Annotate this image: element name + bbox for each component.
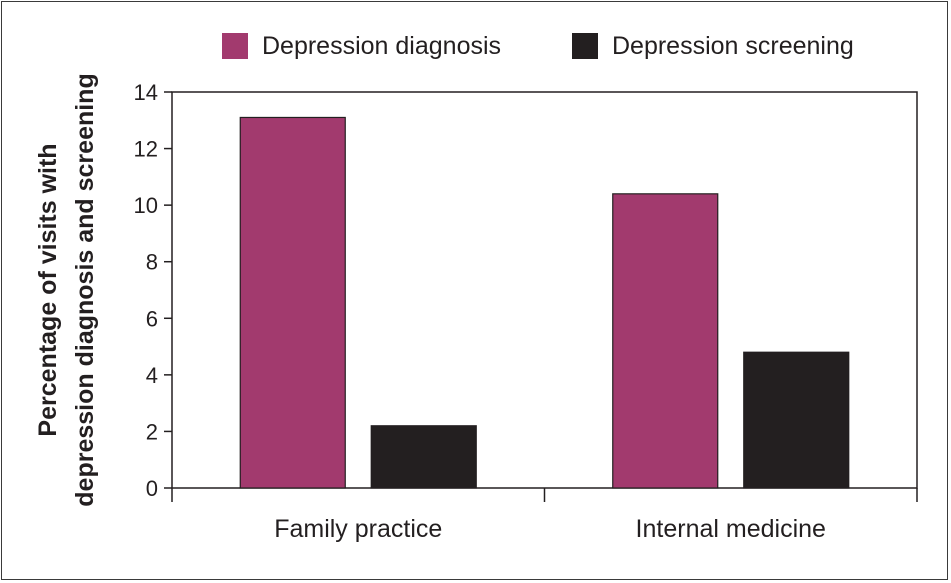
y-tick-label: 8 bbox=[146, 250, 158, 275]
bars bbox=[239, 116, 850, 489]
x-category-label: Internal medicine bbox=[636, 515, 826, 543]
bar-screening-internal-medicine bbox=[743, 351, 850, 489]
x-category-label: Family practice bbox=[274, 515, 442, 543]
y-axis-label-line-2: depression diagnosis and screening bbox=[71, 73, 99, 506]
legend-label-screening: Depression screening bbox=[612, 32, 854, 60]
y-tick-label: 2 bbox=[146, 419, 158, 444]
y-tick-label: 6 bbox=[146, 306, 158, 331]
y-tick-label: 10 bbox=[134, 193, 158, 218]
y-tick-label: 4 bbox=[146, 363, 158, 388]
y-tick-label: 14 bbox=[134, 80, 158, 105]
y-axis: 0 2 4 6 8 10 12 14 bbox=[134, 80, 172, 501]
bar-diagnosis-internal-medicine bbox=[612, 193, 719, 489]
legend-label-diagnosis: Depression diagnosis bbox=[262, 32, 501, 60]
legend: Depression diagnosis Depression screenin… bbox=[222, 32, 854, 60]
legend-swatch-screening bbox=[572, 33, 598, 59]
y-tick-label: 0 bbox=[146, 476, 158, 501]
bar-diagnosis-family-practice bbox=[239, 116, 346, 489]
x-axis: Family practice Internal medicine bbox=[171, 488, 918, 543]
bar-screening-family-practice bbox=[370, 425, 477, 489]
legend-swatch-diagnosis bbox=[222, 33, 248, 59]
y-axis-label: Percentage of visits with depression dia… bbox=[34, 73, 99, 506]
y-tick-label: 12 bbox=[134, 137, 158, 162]
y-axis-label-line-1: Percentage of visits with bbox=[34, 143, 62, 436]
